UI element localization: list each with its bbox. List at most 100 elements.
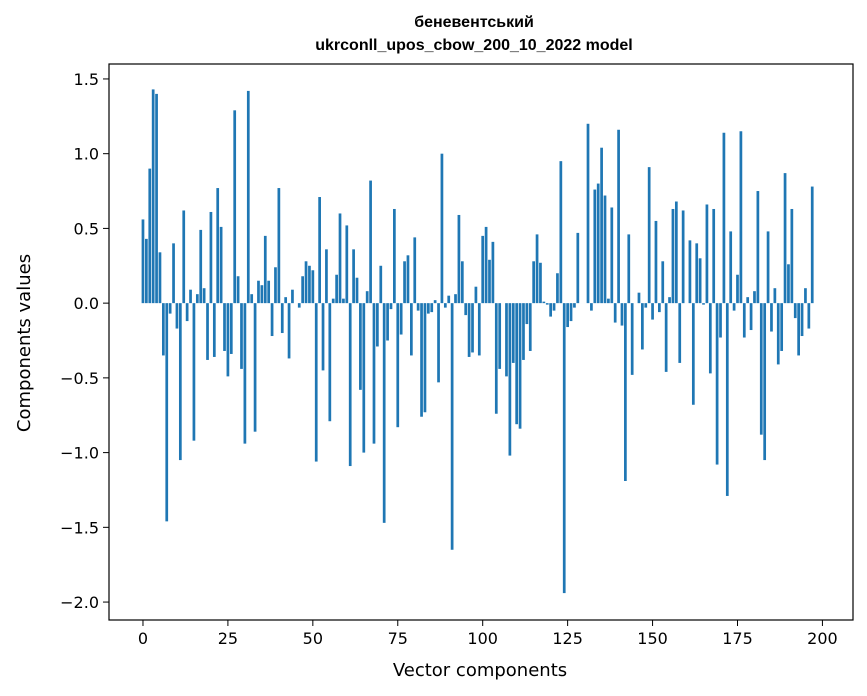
bar-component-99 bbox=[477, 303, 481, 356]
bar-component-114 bbox=[528, 303, 532, 351]
y-axis-label: Components values bbox=[14, 254, 35, 432]
y-tick-label: 0.0 bbox=[74, 294, 99, 313]
bar-component-121 bbox=[552, 303, 556, 311]
bar-component-157 bbox=[674, 201, 678, 304]
bar-component-171 bbox=[722, 132, 726, 304]
bar-component-55 bbox=[328, 303, 332, 422]
bar-component-104 bbox=[494, 303, 498, 414]
bar-component-48 bbox=[304, 261, 308, 304]
bar-component-52 bbox=[318, 197, 321, 304]
bar-component-195 bbox=[804, 288, 807, 304]
bar-component-59 bbox=[342, 298, 345, 304]
bar-component-24 bbox=[223, 303, 226, 351]
bar-component-84 bbox=[426, 303, 430, 314]
bar-component-29 bbox=[240, 303, 243, 369]
bar-component-196 bbox=[807, 303, 811, 329]
bar-component-32 bbox=[250, 294, 254, 304]
bar-component-53 bbox=[321, 303, 325, 371]
bar-component-144 bbox=[630, 303, 634, 375]
bar-component-43 bbox=[287, 303, 291, 359]
bar-component-151 bbox=[654, 220, 658, 304]
bar-component-182 bbox=[759, 303, 763, 435]
bar-component-16 bbox=[195, 294, 199, 304]
bar-component-94 bbox=[460, 261, 464, 304]
y-tick-label: −1.5 bbox=[60, 518, 99, 537]
bar-component-125 bbox=[566, 303, 569, 328]
bar-component-188 bbox=[780, 303, 784, 351]
bar-component-98 bbox=[474, 286, 478, 304]
bar-component-163 bbox=[695, 243, 699, 304]
bar-component-175 bbox=[736, 274, 739, 304]
bar-component-158 bbox=[678, 303, 682, 363]
y-tick-label: −2.0 bbox=[60, 593, 99, 612]
x-tick-label: 100 bbox=[467, 629, 498, 648]
bar-component-10 bbox=[175, 303, 179, 329]
bar-component-67 bbox=[369, 180, 372, 304]
bar-component-166 bbox=[705, 204, 709, 304]
bar-component-31 bbox=[246, 90, 250, 304]
x-tick-label: 200 bbox=[807, 629, 838, 648]
bar-component-170 bbox=[719, 303, 722, 338]
bar-component-17 bbox=[199, 229, 203, 304]
bar-component-95 bbox=[464, 303, 468, 316]
y-tick-label: −1.0 bbox=[60, 444, 99, 463]
bar-component-3 bbox=[151, 89, 155, 304]
bar-component-19 bbox=[206, 303, 209, 360]
x-tick-label: 125 bbox=[552, 629, 583, 648]
chart-title: беневентський bbox=[414, 14, 534, 31]
bar-component-186 bbox=[773, 288, 777, 304]
bar-component-167 bbox=[708, 303, 712, 374]
bar-component-140 bbox=[617, 129, 620, 304]
x-axis-label: Vector components bbox=[393, 660, 567, 681]
bar-component-141 bbox=[620, 303, 624, 326]
bar-component-14 bbox=[189, 289, 192, 304]
bar-component-101 bbox=[484, 226, 488, 304]
bar-component-96 bbox=[467, 303, 471, 357]
bar-component-194 bbox=[800, 303, 804, 337]
bar-component-37 bbox=[267, 280, 271, 304]
bar-component-6 bbox=[162, 303, 165, 356]
bar-component-86 bbox=[433, 300, 437, 304]
chart-subtitle: ukrconll_upos_cbow_200_10_2022 model bbox=[315, 37, 632, 54]
bar-component-71 bbox=[382, 303, 386, 523]
bar-component-28 bbox=[236, 276, 240, 304]
bar-component-185 bbox=[770, 303, 773, 332]
bar-component-64 bbox=[359, 303, 362, 390]
bar-component-93 bbox=[457, 214, 461, 304]
bar-component-21 bbox=[212, 303, 216, 357]
bar-component-181 bbox=[756, 191, 760, 304]
bar-component-155 bbox=[668, 297, 671, 304]
bar-component-117 bbox=[539, 262, 542, 304]
bar-component-39 bbox=[274, 267, 277, 304]
bar-component-172 bbox=[725, 303, 729, 496]
bar-component-23 bbox=[219, 226, 223, 304]
bar-component-73 bbox=[389, 303, 393, 310]
bar-component-81 bbox=[416, 303, 420, 311]
bar-component-183 bbox=[763, 303, 767, 461]
y-tick-label: 0.5 bbox=[74, 219, 99, 238]
bar-component-180 bbox=[753, 291, 756, 304]
bar-component-92 bbox=[454, 294, 457, 304]
bar-component-177 bbox=[742, 303, 746, 338]
bar-component-8 bbox=[168, 303, 172, 314]
x-tick-label: 0 bbox=[138, 629, 148, 648]
bar-component-33 bbox=[253, 303, 257, 432]
bar-component-152 bbox=[658, 303, 661, 313]
bar-component-38 bbox=[270, 303, 274, 337]
bar-component-60 bbox=[345, 225, 349, 304]
bar-component-50 bbox=[311, 270, 315, 304]
bar-component-115 bbox=[532, 261, 536, 304]
bar-component-139 bbox=[613, 303, 617, 323]
y-tick-label: 1.5 bbox=[74, 70, 99, 89]
bar-component-13 bbox=[185, 303, 189, 322]
bar-component-189 bbox=[783, 173, 787, 304]
bar-component-18 bbox=[202, 288, 206, 304]
bar-component-4 bbox=[155, 93, 158, 304]
bar-component-61 bbox=[348, 303, 352, 467]
bar-component-12 bbox=[182, 210, 186, 304]
bar-component-169 bbox=[715, 303, 719, 465]
bar-component-30 bbox=[243, 303, 247, 444]
bar-component-137 bbox=[607, 298, 610, 304]
bar-component-128 bbox=[576, 232, 580, 304]
